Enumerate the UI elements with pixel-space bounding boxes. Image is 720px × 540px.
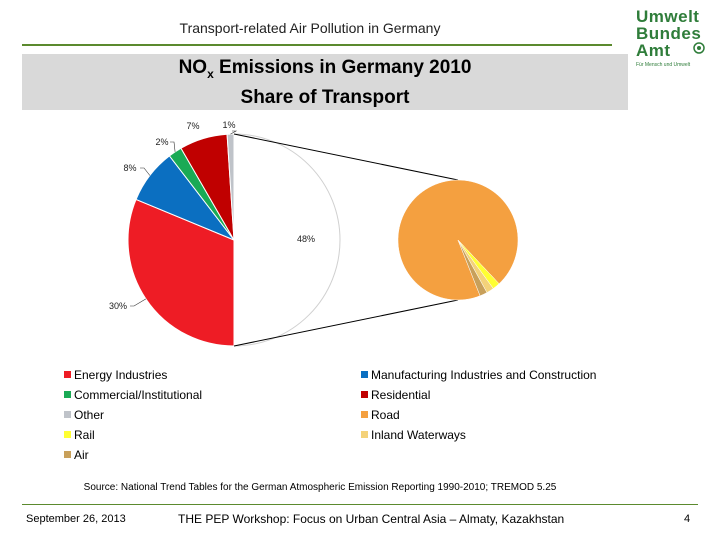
legend-item: Air: [64, 448, 89, 462]
connector-line-top: [233, 133, 459, 181]
footer-divider: [22, 504, 698, 505]
breakdown-slice-road: [397, 179, 519, 301]
data-label-commercial-institutional: 2%: [155, 137, 168, 147]
legend-item: Manufacturing Industries and Constructio…: [361, 368, 596, 382]
footer-date: September 26, 2013: [26, 513, 126, 525]
legend-swatch: [64, 391, 71, 399]
legend-swatch: [64, 451, 71, 459]
legend-swatch: [64, 371, 71, 379]
logo: Umwelt Bundes Amt Für Mensch und Umwelt: [636, 8, 708, 70]
legend-item: Rail: [64, 428, 95, 442]
legend-swatch: [64, 411, 71, 419]
legend-label: Residential: [371, 388, 431, 402]
legend-item: Residential: [361, 388, 430, 402]
legend-swatch: [361, 371, 368, 379]
legend-item: Road: [361, 408, 400, 422]
legend-swatch: [361, 431, 368, 439]
legend-item: Other: [64, 408, 104, 422]
data-label-energy-industries: 30%: [109, 301, 127, 311]
legend-item: Energy Industries: [64, 368, 167, 382]
pie-slice-transport: [233, 133, 341, 347]
legend-label: Air: [74, 448, 89, 462]
legend-label: Inland Waterways: [371, 428, 466, 442]
footer-event: THE PEP Workshop: Focus on Urban Central…: [178, 512, 565, 526]
logo-line-2: Bundes: [636, 24, 702, 43]
legend-label: Other: [74, 408, 105, 422]
header-divider: [22, 44, 612, 46]
legend-item: Inland Waterways: [361, 428, 466, 442]
leader-line-commercial-institutional: [170, 141, 176, 152]
logo-line-1: Umwelt: [636, 7, 700, 26]
legend-swatch: [361, 391, 368, 399]
data-label-other: 1%: [222, 120, 235, 130]
chart-title-line-2: Share of Transport: [240, 86, 410, 108]
legend-swatch: [361, 411, 368, 419]
chart-title-line-1: NOx Emissions in Germany 2010: [178, 57, 472, 81]
leader-line-energy-industries: [130, 298, 147, 307]
legend-swatch: [64, 431, 71, 439]
leader-line-other: [230, 130, 238, 135]
breakdown-slice-air: [457, 239, 488, 297]
pie-slice-energy-industries: [127, 198, 235, 347]
data-label-manufacturing-industries-and-construction: 8%: [123, 163, 136, 173]
header-title: Transport-related Air Pollution in Germa…: [179, 20, 441, 36]
legend-label: Road: [371, 408, 400, 422]
legend-label: Rail: [74, 428, 95, 442]
source-note: Source: National Trend Tables for the Ge…: [83, 482, 557, 493]
logo-line-3: Amt: [636, 41, 671, 60]
data-label-residential: 7%: [186, 121, 199, 131]
logo-tagline: Für Mensch und Umwelt: [636, 62, 691, 68]
chart-title-band: [22, 54, 628, 110]
leader-line-manufacturing-industries-and-construction: [140, 167, 151, 176]
legend-item: Commercial/Institutional: [64, 388, 202, 402]
chart-title: NOx Emissions in Germany 2010 Share of T…: [22, 56, 628, 110]
page-number: 4: [684, 513, 691, 525]
legend-label: Energy Industries: [74, 368, 168, 382]
data-label-transport: 48%: [297, 234, 315, 244]
legend: Energy Industries Manufacturing Industrie…: [64, 368, 664, 468]
globe-icon: [693, 42, 705, 54]
legend-label: Manufacturing Industries and Constructio…: [371, 368, 597, 382]
legend-label: Commercial/Institutional: [74, 388, 203, 402]
connector-line-bottom: [233, 299, 459, 347]
